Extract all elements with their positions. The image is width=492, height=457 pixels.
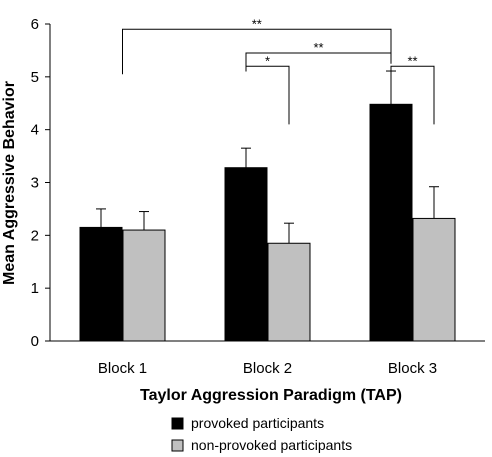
y-tick-label: 1 (31, 280, 39, 297)
legend: provoked participants non-provoked partic… (171, 415, 352, 453)
significance-bracket (245, 52, 392, 67)
significance-label: ** (313, 40, 323, 55)
significance-label: ** (252, 16, 262, 31)
bar-provoked (224, 167, 268, 342)
legend-swatch-provoked (171, 417, 184, 430)
y-axis-ticks: 0 1 2 3 4 5 6 (31, 16, 50, 350)
x-category-label: Block 3 (388, 360, 437, 377)
y-axis-title: Mean Aggressive Behavior (1, 81, 18, 285)
bar-non-provoked (412, 217, 456, 342)
bar-provoked (79, 226, 123, 342)
x-axis-title: Taylor Aggression Paradigm (TAP) (140, 387, 402, 404)
y-tick-label: 5 (31, 69, 39, 86)
x-category-label: Block 1 (98, 360, 147, 377)
y-tick-label: 3 (31, 175, 39, 192)
legend-swatch-non-provoked (171, 439, 184, 452)
bar-non-provoked (122, 229, 166, 342)
significance-bracket (390, 65, 435, 125)
legend-label-provoked: provoked participants (191, 415, 324, 431)
significance-brackets: ***** ** (122, 16, 435, 125)
bar-non-provoked (267, 242, 311, 342)
bars (79, 70, 456, 342)
y-tick-label: 4 (31, 122, 39, 139)
y-tick-label: 6 (31, 16, 39, 33)
legend-label-non-provoked: non-provoked participants (191, 437, 352, 453)
significance-label: * (265, 53, 270, 68)
y-tick-label: 2 (31, 227, 39, 244)
x-category-label: Block 2 (243, 360, 292, 377)
y-tick-label: 0 (31, 333, 39, 350)
significance-label: ** (407, 53, 417, 68)
x-axis-categories: Block 1 Block 2 Block 3 (98, 360, 437, 377)
bar-provoked (369, 103, 413, 342)
significance-bracket (245, 65, 290, 125)
significance-bracket (122, 28, 392, 75)
